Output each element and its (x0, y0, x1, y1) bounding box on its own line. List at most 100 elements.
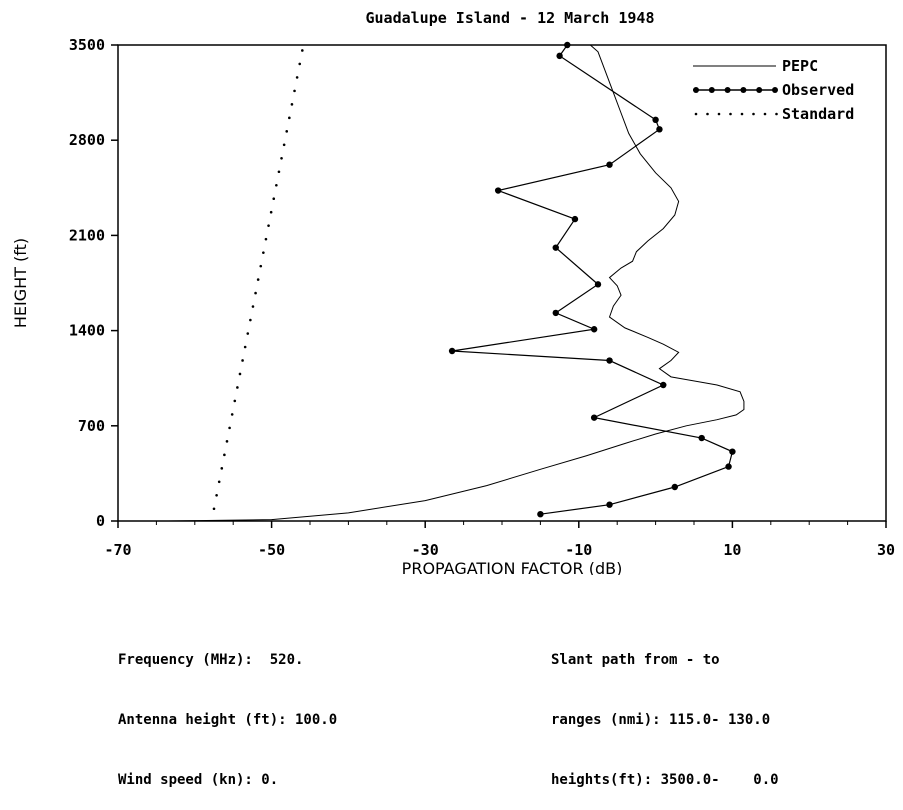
standard-dot (243, 345, 247, 349)
standard-dot (254, 291, 257, 295)
standard-dot (241, 359, 244, 362)
plot-frame (117, 44, 887, 522)
standard-dot (264, 237, 268, 241)
legend-standard-label: Standard (782, 105, 854, 123)
standard-dot (298, 62, 302, 66)
series-layer (167, 41, 745, 522)
standard-dot (293, 89, 296, 93)
observed-point (606, 501, 613, 508)
observed-point (590, 414, 598, 421)
legend-pepc-label: PEPC (782, 57, 818, 75)
observed-point (652, 116, 659, 124)
series-pepc-line (167, 44, 745, 522)
legend-observed-marker (772, 87, 778, 93)
x-axis-label: PROPAGATION FACTOR (dB) (402, 559, 623, 575)
slant-path-heading: Slant path from - to (551, 652, 720, 668)
legend-observed-marker (724, 87, 731, 93)
y-tick-label: 700 (78, 417, 105, 435)
standard-dot (277, 170, 281, 174)
slant-path-heights: heights(ft): 3500.0- 0.0 (551, 772, 779, 788)
observed-point (594, 281, 602, 288)
standard-dot (285, 130, 289, 133)
standard-dot (301, 49, 304, 52)
wind-speed-text: Wind speed (kn): 0. (118, 772, 279, 788)
y-axis-label: HEIGHT (ft) (11, 238, 30, 328)
observed-point (571, 215, 579, 223)
run-parameters: Frequency (MHz): 520. Antenna height (ft… (118, 610, 337, 810)
standard-dot (236, 386, 239, 389)
observed-point (552, 309, 559, 317)
legend-observed-marker (693, 87, 699, 93)
standard-dot (272, 197, 276, 201)
propagation-chart: Guadalupe Island - 12 March 1948 -70 -50 -… (11, 9, 895, 575)
standard-dot (280, 156, 283, 160)
plot-axes (117, 44, 887, 522)
observed-point (494, 187, 502, 194)
observed-point (552, 244, 559, 251)
x-tick-label: -70 (104, 541, 131, 559)
standard-dot (215, 493, 218, 497)
standard-dot (259, 264, 263, 268)
standard-dot (225, 440, 229, 443)
legend-standard-dot (775, 112, 778, 116)
y-tick-label: 2800 (69, 131, 105, 149)
y-axis-ticks: 0 700 1400 2100 2800 3500 (69, 36, 118, 530)
standard-dot (246, 332, 250, 335)
standard-dot (212, 507, 216, 511)
y-tick-label: 2100 (69, 226, 105, 244)
observed-point (448, 347, 456, 355)
standard-dot (267, 224, 270, 227)
standard-dot (282, 143, 286, 147)
observed-point (564, 41, 571, 49)
standard-dot (223, 453, 226, 457)
legend-standard-dot (729, 112, 732, 116)
legend-standard-dot (717, 112, 721, 116)
frequency-text: Frequency (MHz): 520. (118, 652, 304, 668)
x-axis-ticks: -70 -50 -30 -10 10 30 (104, 521, 895, 559)
standard-dot (256, 278, 260, 281)
legend: PEPC Observed Standard (693, 57, 854, 123)
legend-standard-swatch (694, 112, 778, 116)
legend-observed-marker (740, 87, 747, 93)
slant-path-ranges: ranges (nmi): 115.0- 130.0 (551, 712, 771, 728)
observed-point (729, 448, 736, 455)
observed-point (590, 326, 598, 333)
observed-point (606, 161, 613, 168)
series-observed-line (451, 44, 734, 515)
x-tick-label: -50 (258, 541, 285, 559)
observed-point (606, 357, 613, 364)
slant-path-info: Slant path from - to ranges (nmi): 115.0… (551, 610, 779, 810)
standard-dot (238, 372, 242, 376)
standard-dot (275, 183, 278, 187)
standard-dot (269, 210, 273, 214)
standard-dot (249, 318, 252, 322)
observed-point (725, 463, 732, 470)
observed-point (537, 511, 544, 518)
standard-dot (262, 251, 265, 254)
observed-point (698, 434, 705, 442)
observed-point (660, 381, 667, 389)
standard-dot (233, 399, 237, 403)
x-tick-label: -10 (565, 541, 592, 559)
standard-dot (288, 116, 291, 120)
legend-observed-markers (693, 87, 778, 93)
standard-dot (251, 305, 255, 308)
x-tick-label: -30 (412, 541, 439, 559)
standard-dot (220, 467, 224, 470)
standard-dot (290, 103, 294, 106)
observed-point (671, 483, 678, 491)
y-tick-label: 1400 (69, 322, 105, 340)
legend-standard-dot (694, 112, 698, 116)
legend-standard-dot (706, 112, 709, 116)
x-tick-label: 30 (877, 541, 895, 559)
legend-standard-dot (740, 112, 744, 116)
antenna-height-text: Antenna height (ft): 100.0 (118, 712, 338, 728)
observed-point (656, 126, 663, 133)
chart-title: Guadalupe Island - 12 March 1948 (366, 9, 655, 27)
standard-dot (230, 413, 234, 416)
observed-point (556, 52, 563, 60)
legend-observed-marker (756, 87, 763, 93)
standard-dot (295, 76, 299, 79)
legend-observed-marker (708, 87, 715, 93)
standard-dot (228, 426, 231, 430)
